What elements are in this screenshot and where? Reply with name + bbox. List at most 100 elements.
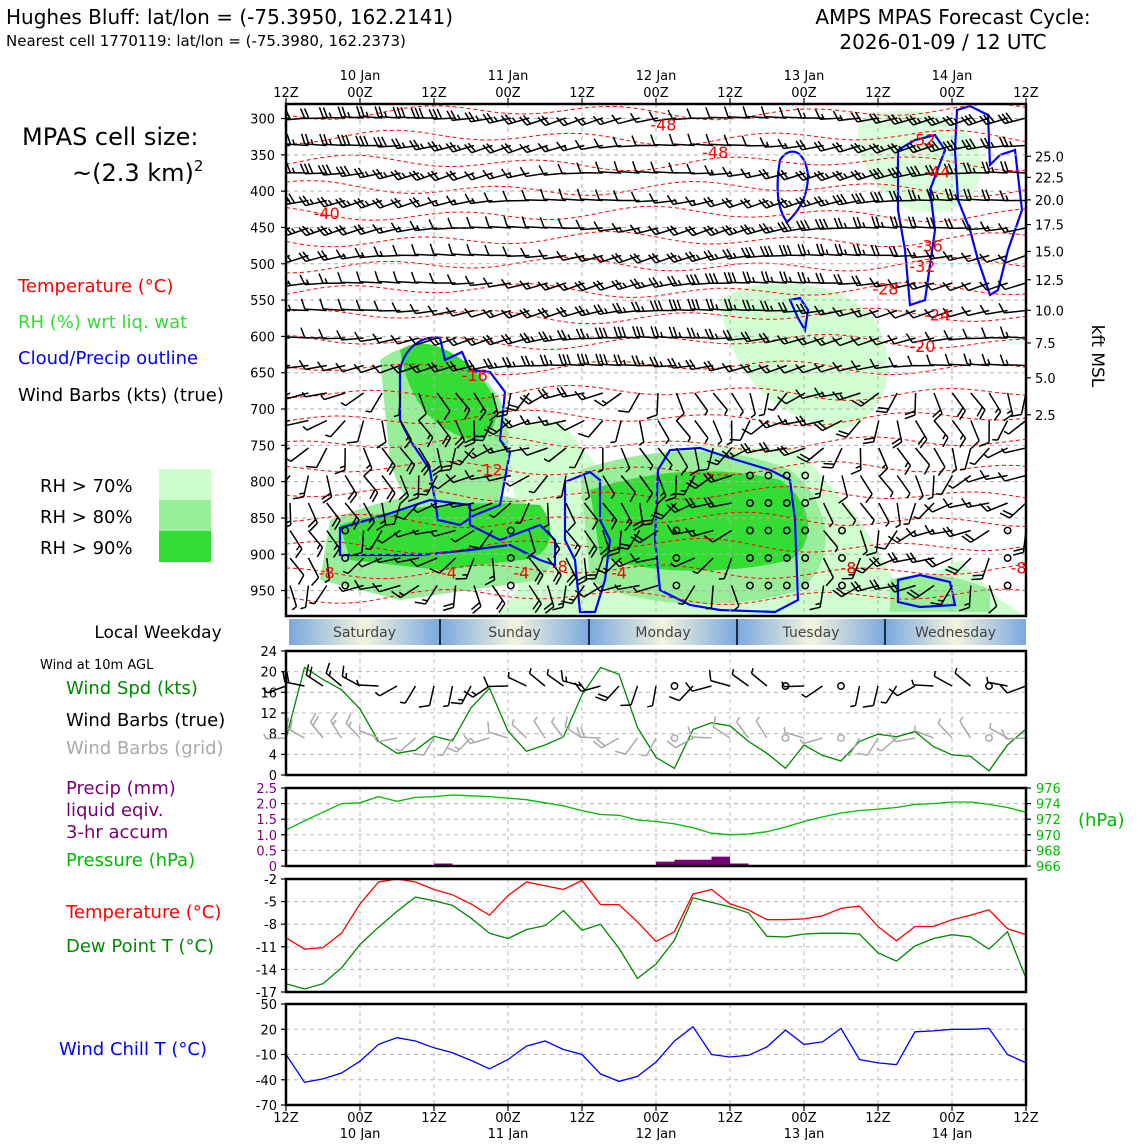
surface-barb-6 xyxy=(375,682,397,697)
chill-ytick-label-3: 20 xyxy=(260,1023,277,1038)
profile-barb-608-half xyxy=(903,522,908,525)
profile-barb-198-flag xyxy=(894,216,899,226)
profile-barb-82-half xyxy=(274,167,276,172)
profile-barb-491-staff xyxy=(1009,421,1026,434)
grid-barb-4-flag xyxy=(343,714,353,724)
profile-barb-270-flag xyxy=(709,273,713,283)
pressure-tick-label-10: 800 xyxy=(250,476,275,491)
profile-barb-448-half xyxy=(994,408,999,412)
profile-barb-8-flag xyxy=(419,108,423,118)
pressure-tick-label-0: 300 xyxy=(250,113,275,128)
bottom-tick-label-10: 12Z xyxy=(1013,1111,1039,1126)
bottom-date-label-3: 13 Jan xyxy=(784,1127,825,1140)
profile-barb-607 xyxy=(892,503,900,527)
weekday-label: Local Weekday xyxy=(94,623,221,643)
profile-barb-608-staff xyxy=(909,503,916,524)
surface-barb-20 xyxy=(647,685,656,708)
top-date-label-2: 12 Jan xyxy=(636,69,677,84)
profile-barb-245 xyxy=(998,246,1026,264)
profile-barb-238-flag xyxy=(871,245,875,255)
grid-barb-4-staff xyxy=(346,723,360,738)
profile-barb-270-flag xyxy=(705,273,709,283)
wind-barbs-grid-label: Wind Barbs (grid) xyxy=(66,738,224,759)
profile-barb-309-flag xyxy=(673,300,677,310)
profile-barb-311-flag xyxy=(706,299,711,309)
surface-barb-36 xyxy=(933,671,955,686)
profile-barb-352-half xyxy=(715,334,717,339)
top-date-label-4: 14 Jan xyxy=(932,69,973,84)
profile-barb-41-flag xyxy=(268,135,272,145)
profile-barb-350-flag xyxy=(669,327,673,337)
profile-barb-435 xyxy=(745,393,756,417)
profile-barb-615-flag xyxy=(294,549,305,558)
profile-barb-444-flag xyxy=(905,415,915,419)
profile-barb-469-staff xyxy=(616,421,622,442)
profile-barb-469 xyxy=(610,419,621,443)
profile-barb-606 xyxy=(874,503,890,527)
profile-barb-564 xyxy=(852,476,874,503)
profile-barb-453-staff xyxy=(307,421,327,431)
grid-barb-3-half xyxy=(332,720,337,724)
profile-barb-476 xyxy=(730,416,750,444)
profile-barb-412 xyxy=(302,388,327,397)
surface-barb-5-staff xyxy=(359,685,379,686)
profile-barb-347-flag xyxy=(622,327,627,337)
nearest-cell: Nearest cell 1770119: lat/lon = (-75.398… xyxy=(6,32,406,50)
bottom-tick-label-5: 00Z xyxy=(643,1111,669,1126)
profile-barb-351-flag xyxy=(691,328,695,338)
profile-barb-612-flag xyxy=(962,497,968,508)
profile-barb-472-staff xyxy=(676,421,690,438)
profile-barb-136-flag xyxy=(503,191,507,201)
profile-barb-522 xyxy=(822,444,842,472)
profile-barb-607-half xyxy=(895,525,900,528)
profile-barb-23-flag xyxy=(687,108,691,118)
profile-barb-67-flag xyxy=(742,136,746,146)
profile-barb-6-flag xyxy=(378,107,383,117)
profile-barb-163-flag xyxy=(1000,191,1004,201)
surface-barb-6-staff xyxy=(380,686,397,696)
surface-barb-18 xyxy=(595,679,619,703)
profile-barb-452-staff xyxy=(287,421,308,426)
wind-ytick-label-5: 20 xyxy=(260,666,277,681)
grid-barb-29 xyxy=(800,733,823,744)
profile-barb-257 xyxy=(465,273,492,286)
profile-barb-3-flag xyxy=(319,107,323,117)
profile-barb-107-flag xyxy=(723,167,728,177)
profile-barb-529 xyxy=(960,447,971,471)
grid-barb-38-calm xyxy=(985,734,994,743)
profile-barb-389-flag xyxy=(632,356,636,366)
profile-barb-258-flag xyxy=(483,277,489,288)
profile-barb-142 xyxy=(614,191,640,201)
profile-barb-175-flag xyxy=(466,217,470,227)
profile-barb-217 xyxy=(485,245,511,255)
profile-barb-81 xyxy=(1000,136,1026,147)
profile-barb-533-staff xyxy=(276,476,290,493)
profile-barb-104 xyxy=(669,163,695,173)
profile-barb-455 xyxy=(347,418,364,446)
surface-barb-26 xyxy=(750,668,770,686)
profile-barb-474-staff xyxy=(713,421,722,441)
surface-barb-3-staff xyxy=(326,673,341,686)
profile-barb-490-half xyxy=(992,438,997,442)
profile-barb-431-staff xyxy=(676,393,684,414)
profile-barb-448 xyxy=(981,393,1003,420)
profile-barb-100-flag xyxy=(595,162,599,172)
pressure-tick-label-6: 600 xyxy=(250,330,275,345)
profile-barb-448-flag xyxy=(992,412,1003,421)
grid-barb-19-flag xyxy=(615,748,625,757)
surface-barb-9 xyxy=(443,685,452,708)
grid-barb-27-calm xyxy=(781,733,790,742)
forecast-title: AMPS MPAS Forecast Cycle: xyxy=(815,5,1090,29)
grid-barb-18 xyxy=(593,729,619,750)
bottom-tick-label-3: 00Z xyxy=(495,1111,521,1126)
profile-barb-616-flag xyxy=(315,547,325,556)
profile-barb-196-flag xyxy=(857,217,861,227)
profile-barb-232-flag xyxy=(764,246,768,256)
profile-barb-347-flag xyxy=(614,327,619,337)
profile-barb-273-flag xyxy=(765,271,770,281)
profile-barb-385-flag xyxy=(558,354,563,364)
legend-rh90: RH > 90% xyxy=(40,538,133,559)
